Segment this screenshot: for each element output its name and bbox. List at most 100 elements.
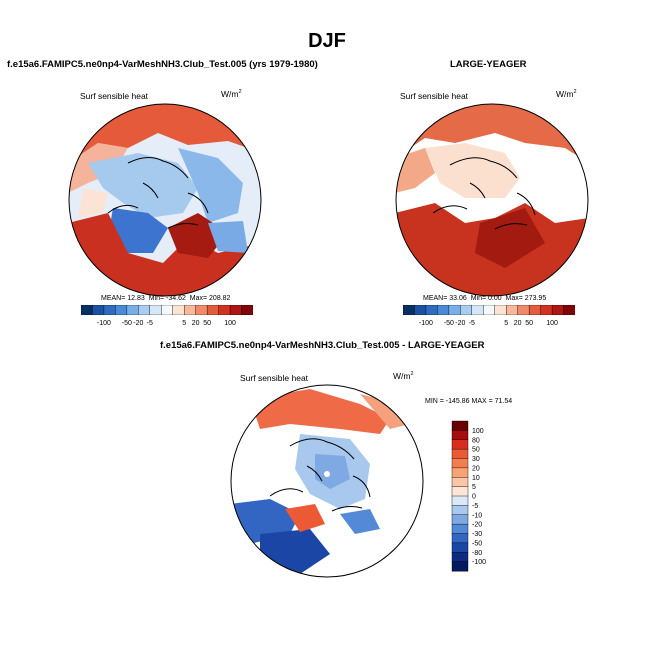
colorbar-swatch <box>161 305 174 315</box>
region-cool-se <box>208 221 248 253</box>
colorbar-swatch <box>403 305 415 315</box>
colorbar-swatch <box>437 305 450 315</box>
colorbar-tick-label: 80 <box>472 437 480 444</box>
panel2-stats: MEAN= 33.06 Min= 0.00 Max= 273.95 <box>423 295 547 302</box>
figure-title: DJF <box>308 30 346 52</box>
colorbar-swatch <box>183 305 197 315</box>
panel2-colorbar <box>403 305 575 315</box>
colorbar-tick-label: -30 <box>472 531 482 538</box>
colorbar-tick-label: 5 <box>472 484 476 491</box>
colorbar-tick-label: 100 <box>472 428 484 435</box>
region-warm-patch <box>285 504 325 532</box>
panel3-variable-label: Surf sensible heat <box>240 373 309 383</box>
colorbar-swatch <box>517 305 530 315</box>
colorbar-swatch <box>138 305 151 315</box>
colorbar-swatch <box>448 305 461 315</box>
panel2-variable-label: Surf sensible heat <box>400 91 469 101</box>
colorbar-tick-label: -100 <box>472 559 486 566</box>
colorbar-swatch <box>81 305 93 315</box>
colorbar-swatch <box>451 430 469 441</box>
region-white-east <box>535 158 580 208</box>
colorbar-swatch <box>451 495 469 506</box>
colorbar-swatch <box>92 305 105 315</box>
region-warm-south <box>69 213 261 296</box>
region-cool-core <box>315 454 350 489</box>
colorbar-tick-label: 50 <box>525 320 533 327</box>
panel1-colorbar-ticks: -100 -50 -20 -5 5 20 50 100 <box>97 320 236 327</box>
region-warm-north <box>69 104 261 163</box>
colorbar-tick-label: 0 <box>472 494 476 501</box>
region-pale-arctic <box>425 143 520 198</box>
region-blue-patch <box>340 509 380 534</box>
colorbar-swatch <box>451 420 469 431</box>
panel3-case-label: f.e15a6.FAMIPC5.ne0np4-VarMeshNH3.Club_T… <box>160 340 485 351</box>
colorbar-swatch <box>229 305 243 315</box>
colorbar-swatch <box>172 305 185 315</box>
colorbar-tick-label: -50 <box>472 540 482 547</box>
colorbar-swatch <box>149 305 162 315</box>
panel1-units: W/m2 <box>221 89 242 99</box>
colorbar-swatch <box>241 305 253 315</box>
region-warm-north <box>250 389 390 434</box>
colorbar-tick-label: -50 <box>444 320 454 327</box>
colorbar-tick-label: 5 <box>182 320 186 327</box>
colorbar-swatch <box>451 477 469 488</box>
colorbar-tick-label: 100 <box>224 320 236 327</box>
panel1-polar-map <box>68 103 262 297</box>
colorbar-swatch <box>126 305 139 315</box>
colorbar-swatch <box>451 486 469 497</box>
panel2-units: W/m2 <box>556 89 577 99</box>
colorbar-swatch <box>206 305 220 315</box>
colorbar-tick-label: -20 <box>133 320 143 327</box>
panel3-polar-map <box>230 384 424 578</box>
panel1-case-label: f.e15a6.FAMIPC5.ne0np4-VarMeshNH3.Club_T… <box>7 59 318 70</box>
colorbar-swatch <box>563 305 575 315</box>
colorbar-swatch <box>551 305 565 315</box>
colorbar-tick-label: -5 <box>472 503 478 510</box>
colorbar-tick-label: 10 <box>472 475 480 482</box>
colorbar-swatch <box>195 305 208 315</box>
colorbar-tick-label: -100 <box>419 320 433 327</box>
colorbar-tick-label: 100 <box>546 320 558 327</box>
panel2-colorbar-ticks: -100 -50 -20 -5 5 20 50 100 <box>419 320 558 327</box>
colorbar-swatch <box>460 305 473 315</box>
colorbar-swatch <box>451 552 469 563</box>
colorbar-tick-label: -20 <box>455 320 465 327</box>
colorbar-swatch <box>451 439 469 450</box>
panel1-colorbar <box>81 305 253 315</box>
colorbar-swatch <box>505 305 519 315</box>
region-cool-arctic <box>88 153 198 218</box>
colorbar-tick-label: -50 <box>122 320 132 327</box>
colorbar-tick-label: -100 <box>97 320 111 327</box>
colorbar-swatch <box>451 458 469 469</box>
colorbar-tick-label: 30 <box>472 456 480 463</box>
colorbar-swatch <box>451 542 469 553</box>
colorbar-tick-label: 5 <box>504 320 508 327</box>
panel2-polar-map <box>395 103 589 297</box>
colorbar-swatch <box>451 505 469 516</box>
colorbar-tick-label: -20 <box>472 522 482 529</box>
colorbar-swatch <box>451 514 469 525</box>
colorbar-tick-label: -5 <box>147 320 153 327</box>
colorbar-swatch <box>425 305 438 315</box>
colorbar-tick-label: -80 <box>472 550 482 557</box>
colorbar-swatch <box>528 305 542 315</box>
region-pale <box>78 188 108 218</box>
colorbar-tick-label: 20 <box>472 465 480 472</box>
colorbar-swatch <box>451 533 469 544</box>
colorbar-swatch <box>451 561 469 572</box>
colorbar-swatch <box>115 305 128 315</box>
colorbar-swatch <box>483 305 496 315</box>
colorbar-swatch <box>414 305 427 315</box>
region-light-warm <box>360 394 410 429</box>
colorbar-swatch <box>540 305 553 315</box>
region-cool-east <box>178 148 243 223</box>
panel1-variable-label: Surf sensible heat <box>80 91 149 101</box>
colorbar-tick-label: -10 <box>472 512 482 519</box>
region-blue-patch <box>108 208 168 253</box>
colorbar-tick-label: 50 <box>203 320 211 327</box>
colorbar-tick-label: 20 <box>192 320 200 327</box>
colorbar-swatch <box>471 305 484 315</box>
colorbar-swatch <box>494 305 507 315</box>
